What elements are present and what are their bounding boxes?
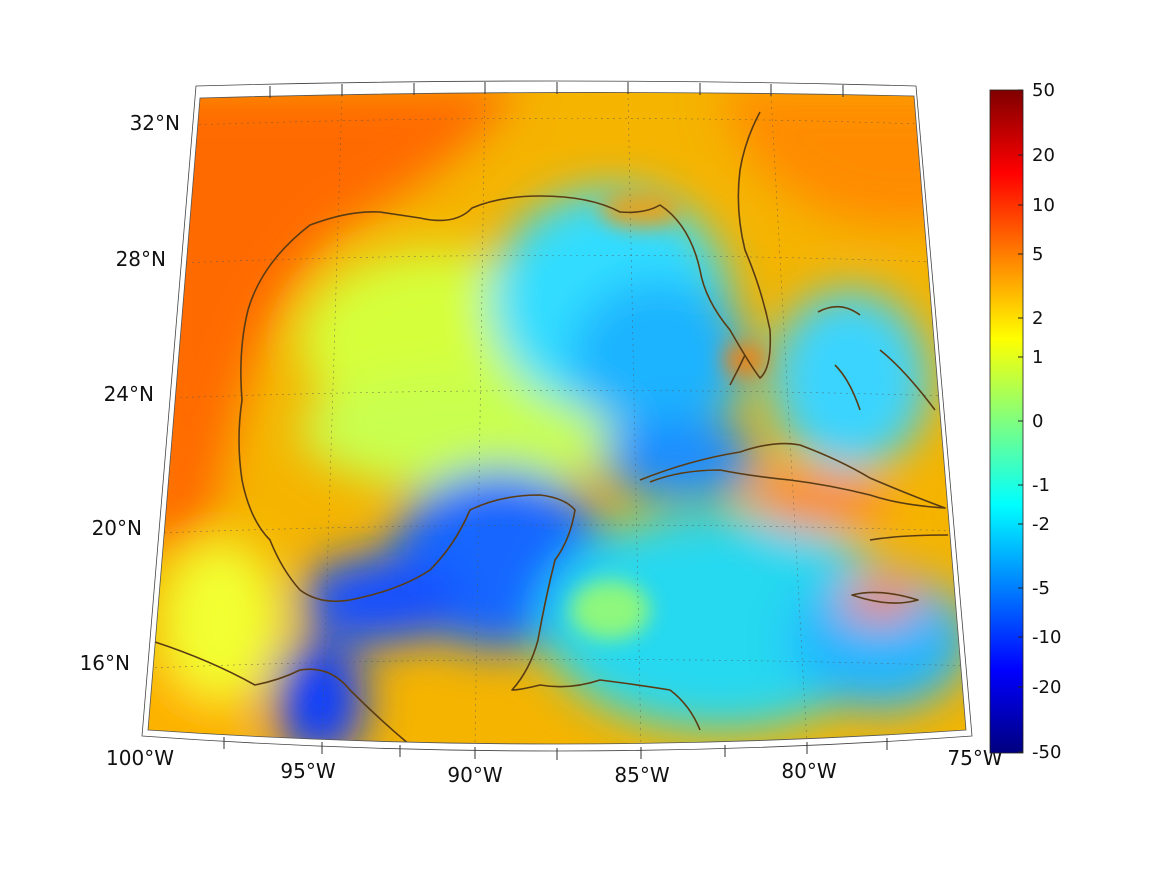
lon-label-100: 100°W: [106, 746, 174, 770]
colorbar-labels: 50 20 10 5 2 1 0 -1 -2 -5 -10 -20 -50: [1032, 80, 1061, 763]
cbar-label-neg10: -10: [1032, 627, 1061, 648]
cbar-label-5: 5: [1032, 244, 1043, 265]
lat-label-20: 20°N: [92, 516, 142, 540]
lon-label-80: 80°W: [781, 759, 836, 783]
map-border-outer: [141, 80, 973, 752]
lon-label-85: 85°W: [614, 763, 669, 787]
cbar-label-neg2: -2: [1032, 514, 1050, 535]
cbar-label-10: 10: [1032, 195, 1055, 216]
coastline: [154, 111, 949, 744]
cbar-label-neg1: -1: [1032, 475, 1050, 496]
lat-label-32: 32°N: [130, 111, 180, 135]
colorbar: 50 20 10 5 2 1 0 -1 -2 -5 -10 -20 -50: [989, 80, 1061, 763]
map-border-ticks: [223, 82, 888, 760]
lat-label-24: 24°N: [104, 382, 154, 406]
data-field: [148, 92, 966, 744]
cbar-label-50: 50: [1032, 80, 1055, 101]
lat-label-28: 28°N: [116, 247, 166, 271]
colorbar-ticks: [1018, 89, 1023, 753]
graticule: [148, 92, 966, 744]
cbar-label-2: 2: [1032, 308, 1043, 329]
cbar-label-neg50: -50: [1032, 742, 1061, 763]
lat-label-16: 16°N: [80, 651, 130, 675]
lon-labels: 100°W 95°W 90°W 85°W 80°W 75°W: [106, 746, 1003, 787]
lat-labels: 32°N 28°N 24°N 20°N 16°N: [80, 111, 180, 675]
cbar-label-20: 20: [1032, 145, 1055, 166]
lon-label-90: 90°W: [447, 763, 502, 787]
lon-label-95: 95°W: [280, 759, 335, 783]
map-frame: [147, 92, 967, 745]
cbar-label-neg20: -20: [1032, 677, 1061, 698]
cbar-label-0: 0: [1032, 411, 1043, 432]
colorbar-ramp: [989, 89, 1024, 754]
cbar-label-neg5: -5: [1032, 578, 1050, 599]
cbar-label-1: 1: [1032, 347, 1043, 368]
